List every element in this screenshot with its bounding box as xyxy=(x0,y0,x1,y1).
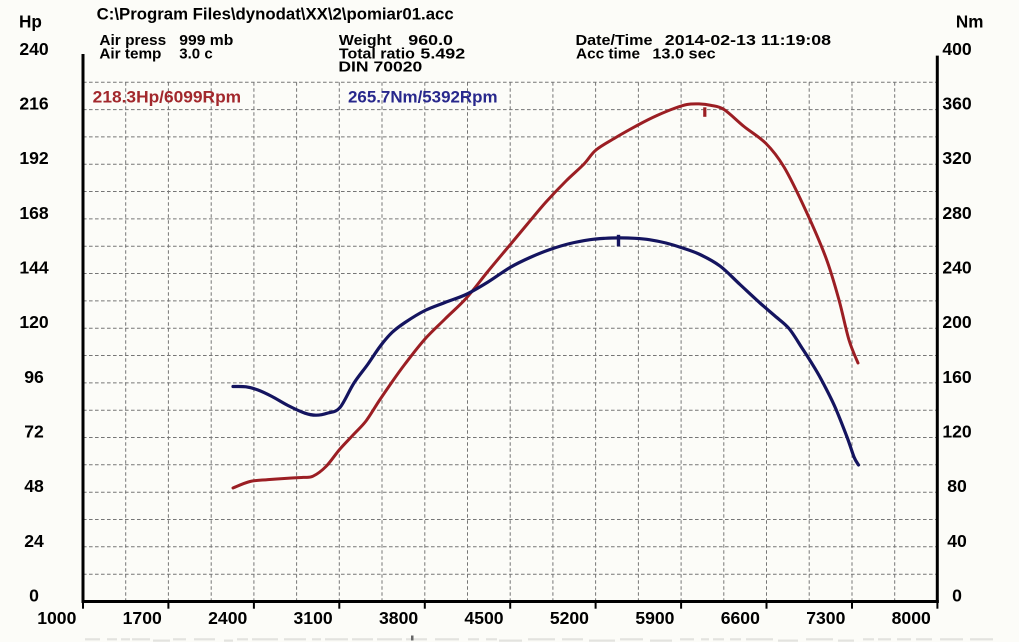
svg-text:C:\Program Files\dynodat\XX\2\: C:\Program Files\dynodat\XX\2\pomiar01.a… xyxy=(97,5,454,23)
svg-text:1700: 1700 xyxy=(123,608,162,628)
svg-text:80: 80 xyxy=(947,476,967,496)
svg-text:3.0 c: 3.0 c xyxy=(179,45,212,62)
svg-text:218.3Hp/6099Rpm: 218.3Hp/6099Rpm xyxy=(93,89,241,107)
svg-text:13.0 sec: 13.0 sec xyxy=(652,45,715,62)
svg-text:400: 400 xyxy=(942,39,972,59)
svg-text:168: 168 xyxy=(19,203,49,223)
svg-text:144: 144 xyxy=(19,258,49,278)
svg-text:999 mb: 999 mb xyxy=(179,32,233,49)
svg-text:240: 240 xyxy=(942,258,972,278)
svg-text:48: 48 xyxy=(24,476,44,496)
svg-text:Weight: Weight xyxy=(339,32,392,49)
svg-text:72: 72 xyxy=(24,422,44,442)
svg-text:240: 240 xyxy=(19,39,49,59)
svg-text:216: 216 xyxy=(19,94,49,114)
svg-text:Hp: Hp xyxy=(19,11,42,31)
svg-text:5900: 5900 xyxy=(635,608,674,628)
svg-text:5200: 5200 xyxy=(550,608,589,628)
svg-text:Air temp: Air temp xyxy=(99,45,161,62)
svg-text:DIN 70020: DIN 70020 xyxy=(338,59,422,76)
svg-text:120: 120 xyxy=(19,312,49,332)
svg-text:2014-02-13 11:19:08: 2014-02-13 11:19:08 xyxy=(665,32,831,49)
svg-text:360: 360 xyxy=(942,94,972,114)
svg-text:265.7Nm/5392Rpm: 265.7Nm/5392Rpm xyxy=(348,89,498,107)
svg-text:Total ratio: Total ratio xyxy=(339,45,415,62)
svg-text:160: 160 xyxy=(942,367,972,387)
svg-text:280: 280 xyxy=(942,203,972,223)
svg-text:40: 40 xyxy=(947,531,967,551)
svg-text:5.492: 5.492 xyxy=(420,45,465,62)
svg-text:4500: 4500 xyxy=(464,608,503,628)
svg-text:320: 320 xyxy=(942,148,972,168)
svg-text:Air press: Air press xyxy=(99,32,166,49)
svg-text:120: 120 xyxy=(942,422,972,442)
svg-text:200: 200 xyxy=(942,312,972,332)
svg-text:24: 24 xyxy=(24,531,44,551)
svg-text:192: 192 xyxy=(19,148,49,168)
svg-text:96: 96 xyxy=(24,367,44,387)
svg-text:8000: 8000 xyxy=(892,608,931,628)
svg-text:Acc time: Acc time xyxy=(576,45,640,62)
svg-text:Nm: Nm xyxy=(956,12,984,32)
svg-text:1000: 1000 xyxy=(37,608,76,628)
svg-text:0: 0 xyxy=(952,586,962,606)
svg-text:3100: 3100 xyxy=(294,608,333,628)
svg-text:6600: 6600 xyxy=(721,608,760,628)
svg-text:Date/Time: Date/Time xyxy=(576,32,653,49)
svg-text:3800: 3800 xyxy=(379,608,418,628)
svg-text:7300: 7300 xyxy=(806,608,845,628)
svg-text:960.0: 960.0 xyxy=(408,32,453,49)
svg-text:0: 0 xyxy=(29,586,39,606)
svg-text:2400: 2400 xyxy=(208,608,247,628)
